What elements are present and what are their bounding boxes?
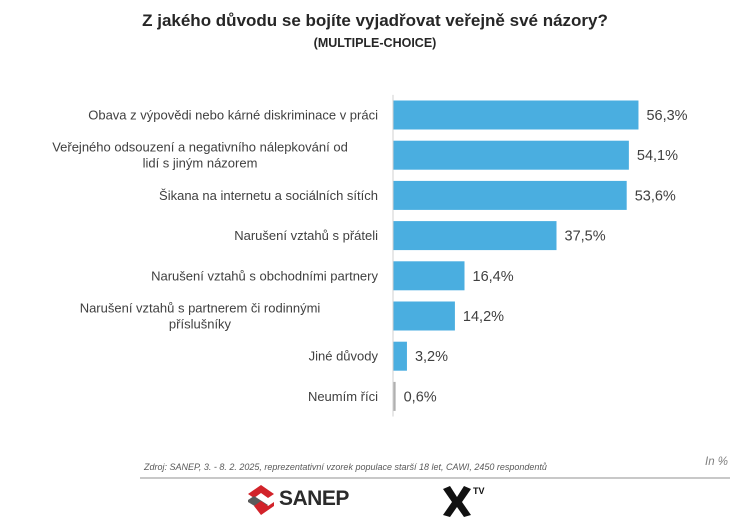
category-label: Jiné důvody: [309, 349, 379, 364]
category-label: Narušení vztahů s přáteli: [234, 228, 378, 243]
category-label: Šikana na internetu a sociálních sítích: [159, 188, 378, 203]
bar: [393, 180, 627, 210]
category-label-line: Neumím říci: [308, 389, 378, 404]
category-label-line: Narušení vztahů s přáteli: [234, 228, 378, 243]
unit-label: In %: [705, 456, 729, 468]
category-label: Veřejného odsouzení a negativního nálepk…: [52, 140, 348, 171]
x-tv-icon: TV: [443, 486, 485, 517]
category-label: Narušení vztahů s obchodními partnery: [151, 268, 378, 283]
category-label-line: Narušení vztahů s partnerem či rodinnými: [80, 301, 321, 316]
category-label-line: lidí s jiným názorem: [143, 156, 258, 171]
bar: [393, 100, 639, 130]
bar: [393, 221, 557, 251]
bar: [393, 381, 396, 411]
chart-subtitle: (MULTIPLE-CHOICE): [313, 36, 437, 50]
category-label: Neumím říci: [308, 389, 378, 404]
category-label: Narušení vztahů s partnerem či rodinnými…: [80, 301, 321, 332]
category-label-line: Narušení vztahů s obchodními partnery: [151, 268, 378, 283]
data-label: 54,1%: [637, 148, 678, 164]
chart-title: Z jakého důvodu se bojíte vyjadřovat veř…: [142, 11, 608, 30]
data-label: 14,2%: [463, 309, 504, 325]
category-label: Obava z výpovědi nebo kárné diskriminace…: [88, 108, 378, 123]
data-label: 56,3%: [646, 108, 687, 124]
data-label: 16,4%: [473, 269, 514, 285]
bar: [393, 140, 629, 170]
footer-divider: [140, 477, 730, 479]
category-label-line: Jiné důvody: [309, 349, 379, 364]
data-label: 53,6%: [635, 188, 676, 204]
source-note: Zdroj: SANEP, 3. - 8. 2. 2025, reprezent…: [144, 462, 547, 472]
category-label-line: Šikana na internetu a sociálních sítích: [159, 188, 378, 203]
data-label: 3,2%: [415, 349, 448, 365]
category-label-line: příslušníky: [169, 317, 232, 332]
data-label: 0,6%: [404, 389, 437, 405]
sanep-logo-text: SANEP: [279, 487, 349, 510]
category-label-line: Veřejného odsouzení a negativního nálepk…: [52, 140, 348, 155]
xtv-logo-sup: TV: [473, 486, 485, 496]
bar: [393, 341, 407, 371]
data-label: 37,5%: [565, 229, 606, 245]
category-label-line: Obava z výpovědi nebo kárné diskriminace…: [88, 108, 378, 123]
bar: [393, 301, 455, 331]
sanep-emblem-icon: [248, 485, 274, 515]
bar-chart: Obava z výpovědi nebo kárné diskriminace…: [52, 94, 688, 417]
bar: [393, 261, 465, 291]
